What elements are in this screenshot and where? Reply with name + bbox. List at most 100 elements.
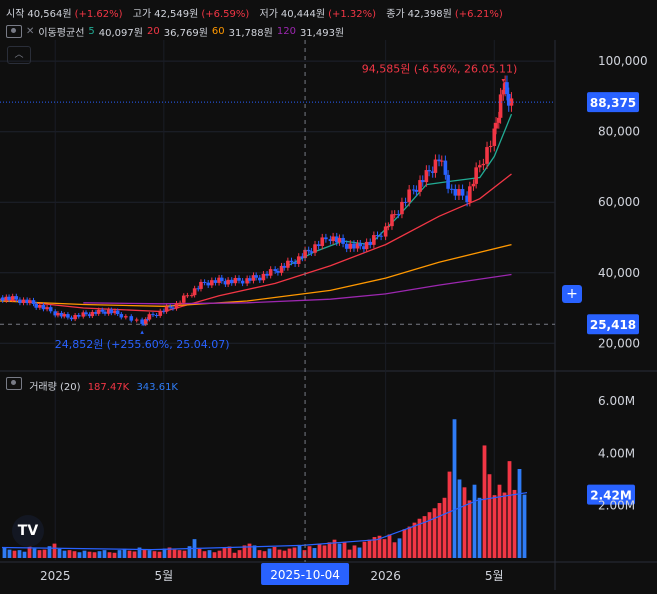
candle-body bbox=[45, 307, 49, 310]
high-value: 42,549원 bbox=[154, 9, 199, 20]
add-alert-plus-icon[interactable]: + bbox=[562, 285, 582, 303]
open-change: (+1.62%) bbox=[74, 9, 123, 20]
collapse-legend-button[interactable]: ︿ bbox=[7, 46, 31, 64]
tradingview-logo[interactable]: TV bbox=[12, 515, 44, 547]
candle-body bbox=[174, 303, 179, 309]
candle-body bbox=[202, 281, 207, 283]
high-annotation: 94,585원 (-6.56%, 26.05.11) bbox=[362, 62, 518, 75]
candle-body bbox=[76, 314, 81, 317]
volume-tick-label: 4.00M bbox=[598, 446, 635, 460]
volume-bar bbox=[167, 547, 172, 558]
candle-body bbox=[488, 145, 493, 148]
candle-body bbox=[334, 236, 339, 243]
volume-bar bbox=[477, 497, 482, 558]
candle-body bbox=[403, 201, 408, 203]
candle-body bbox=[453, 188, 458, 196]
volume-bar bbox=[467, 500, 472, 558]
candle-body bbox=[437, 159, 441, 162]
candle-body bbox=[506, 94, 511, 106]
close-change: (+6.21%) bbox=[454, 9, 503, 20]
candle-body bbox=[124, 316, 128, 318]
volume-bar bbox=[317, 543, 322, 558]
low-annotation: 24,852원 (+255.60%, 25.04.07) bbox=[55, 338, 230, 351]
candle-body bbox=[261, 273, 266, 281]
ma20-period: 20 bbox=[146, 26, 160, 37]
crosshair-date-badge-bg bbox=[261, 563, 350, 585]
candle-body bbox=[219, 277, 224, 282]
price-tick-label: 40,000 bbox=[598, 266, 640, 280]
candle-body bbox=[449, 188, 454, 190]
candle-body bbox=[474, 167, 478, 184]
candle-body bbox=[190, 295, 194, 297]
volume-bar bbox=[122, 548, 127, 558]
candle-body bbox=[41, 304, 46, 310]
volume-bar bbox=[267, 548, 272, 558]
volume-bar bbox=[77, 552, 82, 558]
candle-body bbox=[151, 314, 155, 316]
volume-bar bbox=[32, 548, 37, 558]
ohlc-legend: 시작 40,564원 (+1.62%) 고가 42,549원 (+6.59%) 저가 40… bbox=[6, 5, 510, 20]
candlesticks[interactable] bbox=[0, 75, 514, 327]
volume-tick-label: 6.00M bbox=[598, 394, 635, 408]
volume-bar bbox=[422, 516, 427, 558]
candle-body bbox=[306, 249, 311, 252]
candle-body bbox=[158, 310, 163, 316]
close-icon[interactable]: ✕ bbox=[26, 26, 35, 37]
candle-body bbox=[293, 262, 297, 264]
volume-bar bbox=[287, 548, 292, 558]
candle-body bbox=[66, 314, 70, 318]
candle-body bbox=[145, 319, 150, 321]
price-tick-label: 60,000 bbox=[598, 195, 640, 209]
volume-bar bbox=[177, 550, 182, 558]
low-marker: ▴ bbox=[140, 328, 144, 336]
volume-bar bbox=[457, 479, 462, 558]
cursor-price-badge-bg bbox=[587, 314, 639, 335]
candle-body bbox=[465, 195, 469, 203]
volume-bar bbox=[462, 487, 467, 558]
price-tick-label: 80,000 bbox=[598, 125, 640, 139]
candle-body bbox=[113, 310, 117, 314]
candle-body bbox=[324, 237, 328, 240]
chevron-up-icon: ︿ bbox=[14, 50, 24, 60]
candle-body bbox=[439, 160, 444, 162]
candle-body bbox=[251, 275, 256, 281]
volume-bar bbox=[407, 526, 412, 558]
volume-bar bbox=[222, 548, 227, 558]
volume-bar bbox=[52, 543, 57, 558]
volume-bar bbox=[277, 549, 282, 558]
ma-legend[interactable]: ✕ 이동평균선 5 40,097원 20 36,769원 60 31,788원 … bbox=[6, 24, 348, 39]
candle-body bbox=[375, 235, 380, 237]
candle-body bbox=[254, 275, 258, 278]
axes[interactable]: 20,000 40,000 60,000 80,000 100,000 2.00M 4.00… bbox=[40, 54, 648, 583]
eye-icon-volume[interactable] bbox=[6, 377, 22, 390]
candle-body bbox=[386, 226, 391, 228]
candle-body bbox=[14, 296, 19, 300]
volume-bar bbox=[162, 548, 167, 558]
overlays: 88,375 25,418 2.42M 2025-10-04 94,585원 (-6.5… bbox=[0, 40, 639, 585]
volume-bar bbox=[367, 539, 372, 558]
volume-bar bbox=[282, 550, 287, 558]
volume-bar bbox=[417, 518, 422, 558]
candle-body bbox=[320, 237, 325, 246]
candle-body bbox=[344, 243, 349, 249]
candle-body bbox=[181, 295, 186, 303]
volume-bar bbox=[307, 546, 312, 558]
eye-icon[interactable] bbox=[6, 25, 22, 38]
volume-bar bbox=[512, 489, 517, 558]
price-tick-label: 20,000 bbox=[598, 336, 640, 350]
candle-body bbox=[69, 317, 74, 320]
candle-body bbox=[427, 170, 431, 172]
candle-body bbox=[481, 163, 486, 166]
candle-body bbox=[430, 171, 435, 173]
time-tick-label: 5월 bbox=[485, 569, 504, 583]
volume-bar bbox=[402, 529, 407, 558]
volume-bar bbox=[22, 551, 27, 558]
volume-bar bbox=[492, 495, 497, 558]
volume-bars[interactable] bbox=[1, 419, 528, 558]
volume-bar bbox=[497, 484, 502, 558]
volume-bar bbox=[352, 545, 357, 558]
volume-bar bbox=[297, 544, 302, 558]
